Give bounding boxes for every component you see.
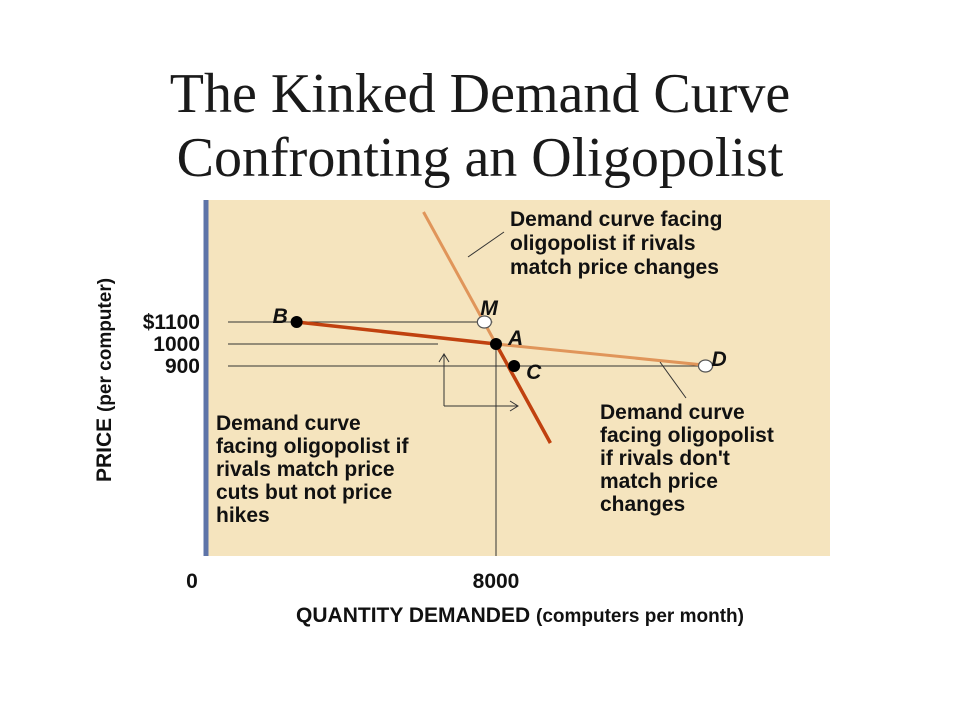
annotation-bottom-right-line: match price bbox=[600, 470, 718, 493]
point-label-C: C bbox=[526, 361, 542, 384]
plot-background bbox=[206, 200, 830, 556]
annotation-bottom-left-line: Demand curve bbox=[216, 412, 361, 435]
x-tick-label: 8000 bbox=[473, 570, 520, 593]
open-point-D bbox=[697, 359, 714, 373]
title-line-1: The Kinked Demand Curve bbox=[169, 63, 791, 125]
title-line-2: Confronting an Oligopolist bbox=[176, 127, 784, 189]
x-tick-label: 0 bbox=[186, 570, 198, 593]
point-B bbox=[290, 316, 303, 328]
up-arrow-head bbox=[438, 353, 450, 363]
point-label-D: D bbox=[712, 348, 727, 371]
point-label-B: B bbox=[273, 305, 288, 328]
leader-top bbox=[467, 231, 505, 258]
y-tick-label: 1000 bbox=[153, 333, 200, 356]
point-label-M: M bbox=[480, 297, 498, 320]
x-axis-label: QUANTITY DEMANDED (computers per month) bbox=[296, 604, 744, 627]
y-tick-label: $1100 bbox=[143, 311, 200, 334]
point-markers: B MAC D bbox=[273, 297, 727, 384]
annotation-top-right-line: oligopolist if rivals bbox=[510, 232, 696, 255]
point-A bbox=[490, 338, 502, 350]
annotation-bottom-left-line: rivals match price bbox=[216, 458, 395, 481]
y-tick-label: 900 bbox=[165, 355, 200, 378]
y-axis-label: PRICE (per computer) bbox=[93, 278, 116, 482]
annotation-bottom-left-line: cuts but not price bbox=[216, 481, 392, 504]
annotation-bottom-left-line: hikes bbox=[216, 504, 270, 527]
open-point-M bbox=[476, 315, 492, 329]
chart-title: The Kinked Demand Curve Confronting an O… bbox=[0, 62, 960, 190]
leader-bottom bbox=[659, 361, 687, 399]
annotation-bottom-right-line: changes bbox=[600, 493, 685, 516]
annotation-bottom-right-line: facing oligopolist bbox=[600, 424, 774, 447]
point-C bbox=[508, 360, 521, 372]
annotation-top-right-line: Demand curve facing bbox=[510, 208, 722, 231]
demand-curve-2 bbox=[495, 342, 714, 368]
annotation-bottom-right-line: Demand curve bbox=[600, 401, 745, 424]
annotation-bottom-right-line: if rivals don't bbox=[600, 447, 730, 470]
right-arrow-head bbox=[509, 400, 519, 412]
annotation-bottom-left-line: facing oligopolist if bbox=[216, 435, 409, 458]
annotation-top-right-line: match price changes bbox=[510, 256, 719, 279]
guide-lines bbox=[228, 321, 714, 556]
point-label-A: A bbox=[507, 327, 523, 350]
